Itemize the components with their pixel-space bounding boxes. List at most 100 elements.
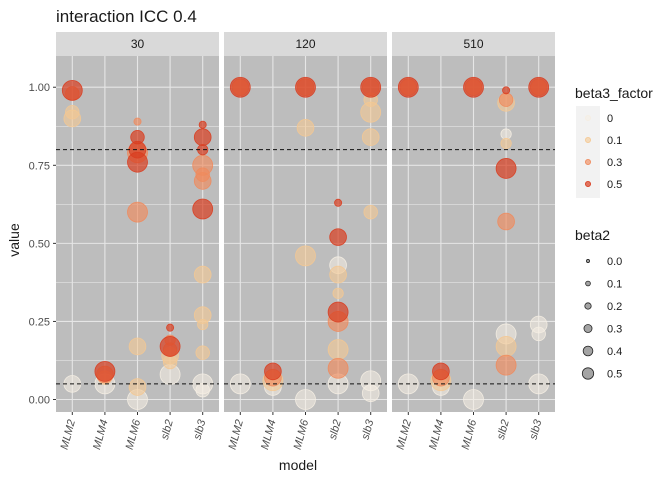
data-point [192,198,214,220]
legend-item-label: 0.0 [607,256,622,268]
facet-panel: 30 MLM2 MLM4 MLM6 slb2 slb3 [56,32,219,451]
facet-strip [392,32,555,56]
data-point [197,318,209,331]
x-tick-label: MLM4 [91,418,111,451]
data-point [128,378,147,396]
data-point [432,362,450,381]
facet-strip [56,32,219,56]
data-point [495,354,517,376]
facet-strip-label: 30 [131,37,145,51]
legend-key [583,324,593,333]
data-point [327,301,349,323]
legend-item-label: 0.3 [607,324,622,336]
legend-key [584,302,592,310]
data-point [296,119,315,137]
data-point [463,389,484,410]
data-point [193,128,212,146]
data-point [295,76,316,98]
x-tick-label: slb3 [528,418,545,441]
x-tick-label: slb3 [360,418,377,441]
y-tick-label: 0.25 [29,316,50,328]
legend-item-label: 0.5 [607,179,622,191]
data-point [360,76,382,98]
x-tick-label: MLM2 [395,418,415,451]
legend-item-label: 0 [607,113,613,125]
x-tick-label: slb3 [192,418,209,441]
data-point [195,345,210,360]
legend-key [585,280,591,287]
data-point [363,204,378,220]
y-tick-label: 1.00 [29,82,50,94]
x-tick-label: slb2 [327,418,344,441]
legend-key [585,180,592,187]
x-tick-label: MLM6 [460,418,480,451]
legend-key [582,345,594,357]
data-point [531,326,546,342]
data-point [361,384,380,403]
data-point [528,76,550,98]
data-point [361,128,380,146]
data-point [498,92,514,107]
data-point [127,201,148,223]
y-tick-label: 0.50 [29,238,50,250]
x-tick-label: slb2 [159,418,176,441]
x-tick-label: MLM6 [292,418,312,451]
y-axis-label: value [6,223,22,257]
data-point [198,120,207,129]
facet-strip [224,32,387,56]
x-axis-label: model [279,457,317,473]
facet-panels: 30 MLM2 MLM4 MLM6 slb2 slb3 120 MLM2 MLM4 MLM6 slb… [56,32,555,451]
data-point [195,382,210,398]
data-point [94,361,116,382]
legend-beta2: beta2 0.0 0.1 0.2 0.3 0.4 0.5 [575,227,622,381]
x-tick-label: MLM2 [227,418,247,451]
data-point [295,389,316,410]
legend-beta2-title: beta2 [575,227,610,243]
data-point [463,76,484,98]
points [61,79,214,410]
legend-item-label: 0.1 [607,135,622,147]
x-tick-label: MLM2 [59,418,79,451]
legend-item-label: 0.5 [607,369,622,381]
x-tick-label: slb2 [495,418,512,441]
data-point [133,117,142,126]
data-point [159,336,181,357]
x-tick-label: MLM6 [124,418,144,451]
data-point [502,86,511,95]
legend-item-label: 0.3 [607,157,622,169]
legend-key [586,259,590,263]
data-point [495,158,517,179]
data-point [329,228,347,246]
data-point [397,76,419,98]
chart-title: interaction ICC 0.4 [56,7,197,26]
legend-key [581,367,595,380]
data-point [295,245,316,267]
data-point [528,373,550,395]
data-point [193,265,212,284]
legend-item-label: 0.2 [607,301,622,313]
data-point [500,128,512,140]
data-point [162,354,178,370]
facet-panel: 120 MLM2 MLM4 MLM6 slb2 slb3 [224,32,387,451]
y-tick-label: 0.75 [29,160,50,172]
x-tick-label: MLM4 [259,418,279,451]
legend-item-label: 0.4 [607,346,622,358]
data-point [128,337,147,356]
data-point [130,129,145,145]
data-point [166,323,175,332]
data-point [195,167,210,182]
x-tick-label: MLM4 [427,418,447,451]
data-point [332,287,344,299]
facet-panel: 510 MLM2 MLM4 MLM6 slb2 slb3 [392,32,555,451]
legend-key [585,115,592,122]
data-point [264,362,282,381]
facet-strip-label: 120 [295,37,315,51]
legend-key [585,158,592,165]
data-point [334,198,343,207]
data-point [327,357,349,379]
points [229,76,382,410]
y-axis: 0.00 0.25 0.50 0.75 1.00 [29,82,56,407]
data-point [497,212,515,231]
data-point [500,137,512,150]
